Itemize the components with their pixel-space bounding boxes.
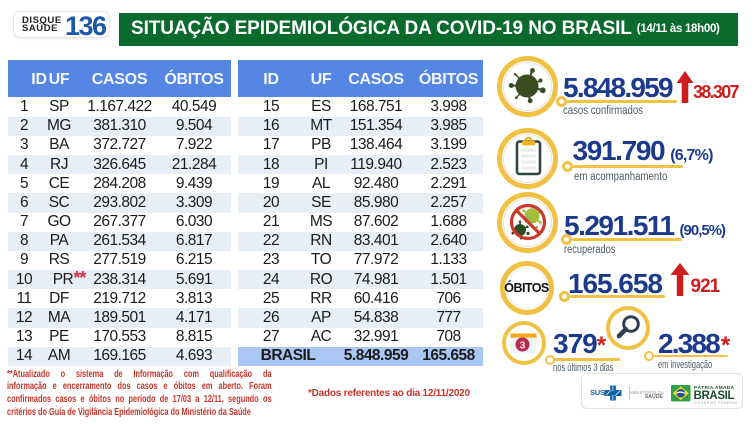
- svg-text:3: 3: [520, 339, 526, 351]
